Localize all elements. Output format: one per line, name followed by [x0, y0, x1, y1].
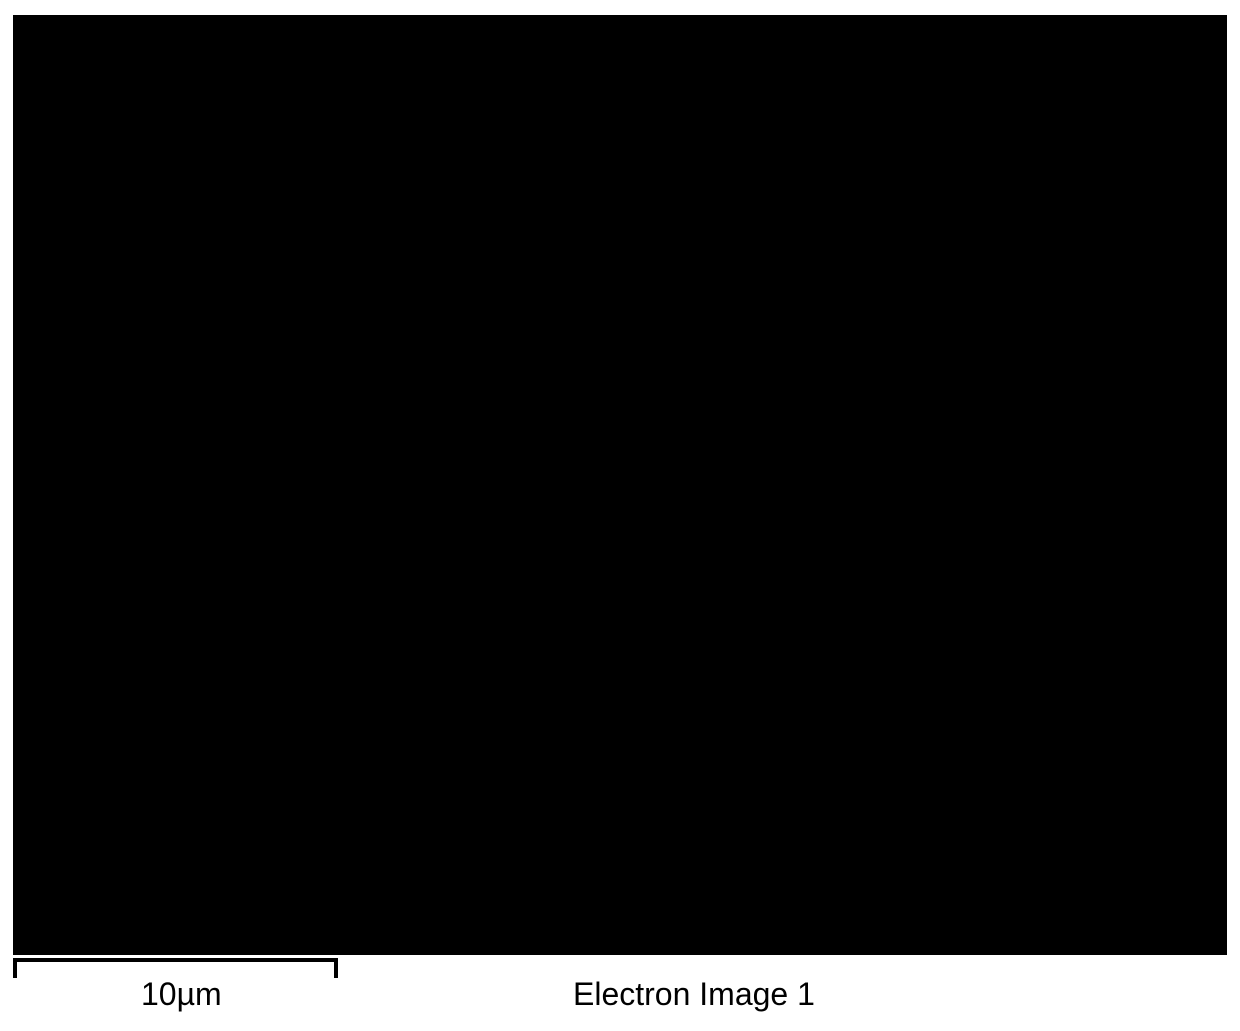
scale-label: 10µm: [141, 976, 222, 1013]
scale-bar-bracket: [13, 958, 338, 978]
electron-image-area: [13, 15, 1227, 955]
image-label: Electron Image 1: [573, 976, 815, 1013]
page-container: 10µm Electron Image 1: [0, 0, 1240, 1031]
image-footer: 10µm Electron Image 1: [13, 958, 1227, 1018]
scale-bar: 10µm: [13, 958, 338, 978]
